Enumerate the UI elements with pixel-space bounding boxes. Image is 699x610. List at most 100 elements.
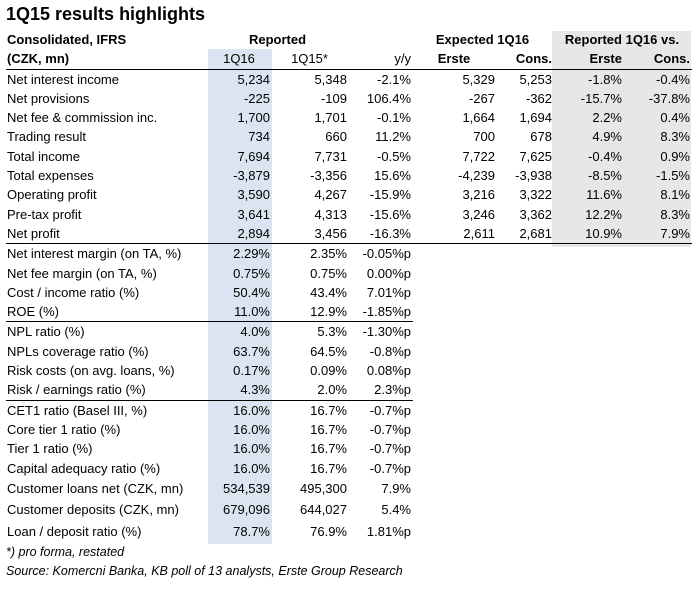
row-label: Core tier 1 ratio (%)	[7, 421, 121, 437]
value-yy: -0.7%p	[369, 402, 411, 418]
value-erste: -4,239	[458, 168, 495, 184]
table-row: Core tier 1 ratio (%) 16.0% 16.7% -0.7%p	[6, 420, 692, 439]
header-row-2: (CZK, mn) 1Q16 1Q15* y/y Erste Cons. Ers…	[6, 49, 692, 70]
col-cons: Cons.	[497, 49, 554, 70]
expected-header: Expected 1Q16	[435, 32, 530, 47]
value-1q16: -225	[243, 90, 270, 106]
value-yy: 11.2%	[375, 129, 411, 145]
row-label: Net interest income	[7, 71, 119, 87]
value-vs-erste: -0.4%	[588, 148, 622, 164]
row-label: Capital adequacy ratio (%)	[7, 460, 161, 476]
value-1q16: 16.0%	[233, 460, 270, 476]
value-cons: 3,362	[519, 206, 552, 222]
value-1q15: 495,300	[300, 480, 347, 496]
table-row: Capital adequacy ratio (%) 16.0% 16.7% -0.7…	[6, 459, 692, 478]
value-1q15: 16.7%	[310, 402, 347, 418]
value-1q15: 4,267	[314, 187, 347, 203]
value-1q15: 1,701	[314, 110, 347, 126]
value-1q16: 5,234	[237, 71, 270, 87]
value-1q15: 4,313	[314, 206, 347, 222]
row-label: Net interest margin (on TA, %)	[7, 246, 182, 262]
value-1q15: 7,731	[314, 148, 347, 164]
value-vs-cons: -0.4%	[656, 71, 690, 87]
value-1q16: 7,694	[237, 148, 270, 164]
value-erste: 5,329	[462, 71, 495, 87]
value-yy: 5.4%	[381, 502, 411, 518]
value-1q15: 16.7%	[310, 421, 347, 437]
row-label: Risk / earnings ratio (%)	[6, 380, 208, 401]
value-1q16: 0.75%	[233, 265, 270, 281]
row-label: ROE (%)	[6, 302, 208, 323]
table-row: Loan / deposit ratio (%) 78.7% 76.9% 1.81%p	[6, 521, 692, 543]
scope-label: Consolidated, IFRS	[7, 32, 127, 47]
value-1q15: 3,456	[272, 223, 349, 245]
value-vs-cons: 8.3%	[660, 206, 690, 222]
value-1q15: 5.3%	[317, 324, 347, 340]
value-1q16: 4.3%	[208, 380, 272, 401]
value-1q16: 3,590	[237, 187, 270, 203]
value-vs-erste: 10.9%	[554, 223, 624, 245]
table-row: Net interest income 5,234 5,348 -2.1% 5,329 5…	[6, 69, 692, 89]
value-1q16: 0.17%	[233, 363, 270, 379]
value-yy: 7.9%	[381, 480, 411, 496]
value-yy: -0.5%	[377, 148, 411, 164]
value-yy: 106.4%	[366, 90, 411, 106]
value-1q16: 3,641	[237, 206, 270, 222]
row-label: Risk costs (on avg. loans, %)	[7, 363, 175, 379]
value-1q16: 16.0%	[233, 441, 270, 457]
value-vs-erste: 4.9%	[592, 129, 622, 145]
value-1q15: 2.0%	[272, 380, 349, 401]
value-1q16: 50.4%	[233, 284, 270, 300]
row-label: CET1 ratio (Basel III, %)	[7, 402, 148, 418]
value-yy: -0.8%p	[369, 343, 411, 359]
value-vs-cons: 8.3%	[660, 129, 690, 145]
value-yy: -15.6%	[369, 206, 411, 222]
value-1q16: 679,096	[223, 502, 270, 518]
row-label: NPLs coverage ratio (%)	[7, 343, 149, 359]
value-vs-erste: -15.7%	[580, 90, 622, 106]
table-row: Net profit 2,894 3,456 -16.3% 2,611 2,681 10.9…	[6, 223, 692, 245]
table-row: Customer deposits (CZK, mn) 679,096 644,02…	[6, 499, 692, 521]
value-yy: -15.9%	[369, 187, 411, 203]
value-1q15: 64.5%	[310, 343, 347, 359]
row-label: Total income	[7, 148, 80, 164]
value-vs-erste: 12.2%	[585, 206, 622, 222]
value-vs-cons: 8.1%	[660, 187, 690, 203]
value-yy: -16.3%	[349, 223, 413, 245]
value-vs-erste: -1.8%	[588, 71, 622, 87]
value-1q16: -3,879	[233, 168, 270, 184]
value-1q15: 2.35%	[310, 246, 347, 262]
value-1q16: 11.0%	[208, 302, 272, 323]
value-1q16: 63.7%	[233, 343, 270, 359]
value-1q15: 43.4%	[310, 284, 347, 300]
value-cons: 1,694	[519, 110, 552, 126]
value-erste: 700	[473, 129, 495, 145]
value-yy: -0.7%p	[369, 421, 411, 437]
value-vs-cons: 7.9%	[624, 223, 692, 245]
table-row: CET1 ratio (Basel III, %) 16.0% 16.7% -0.7%…	[6, 400, 692, 420]
value-vs-cons: 0.4%	[660, 110, 690, 126]
value-yy: -0.05%p	[362, 246, 411, 262]
col-vs-cons: Cons.	[624, 49, 692, 70]
value-1q15: 660	[325, 129, 347, 145]
table-row: Net provisions -225 -109 106.4% -267 -362 -15.…	[6, 89, 692, 108]
table-row: Total income 7,694 7,731 -0.5% 7,722 7,625 -0.…	[6, 147, 692, 166]
value-cons: 5,253	[519, 71, 552, 87]
value-1q15: -3,356	[310, 168, 347, 184]
value-yy: 1.81%p	[366, 523, 411, 539]
value-1q16: 16.0%	[233, 402, 270, 418]
value-vs-erste: -8.5%	[588, 168, 622, 184]
col-1q16: 1Q16	[208, 49, 272, 70]
value-vs-cons: 0.9%	[660, 148, 690, 164]
row-label: Loan / deposit ratio (%)	[7, 523, 142, 539]
col-yy: y/y	[349, 49, 413, 70]
table-row: NPL ratio (%) 4.0% 5.3% -1.30%p	[6, 322, 692, 342]
value-1q16: 534,539	[223, 480, 270, 496]
value-yy: 0.00%p	[366, 265, 411, 281]
table-row: Cost / income ratio (%) 50.4% 43.4% 7.01%p	[6, 283, 692, 302]
value-vs-cons: -37.8%	[648, 90, 690, 106]
proforma-note: *) pro forma, restated	[6, 545, 125, 559]
value-yy: -2.1%	[377, 71, 411, 87]
row-label: Customer loans net (CZK, mn)	[7, 480, 184, 496]
value-1q15: 0.75%	[310, 265, 347, 281]
